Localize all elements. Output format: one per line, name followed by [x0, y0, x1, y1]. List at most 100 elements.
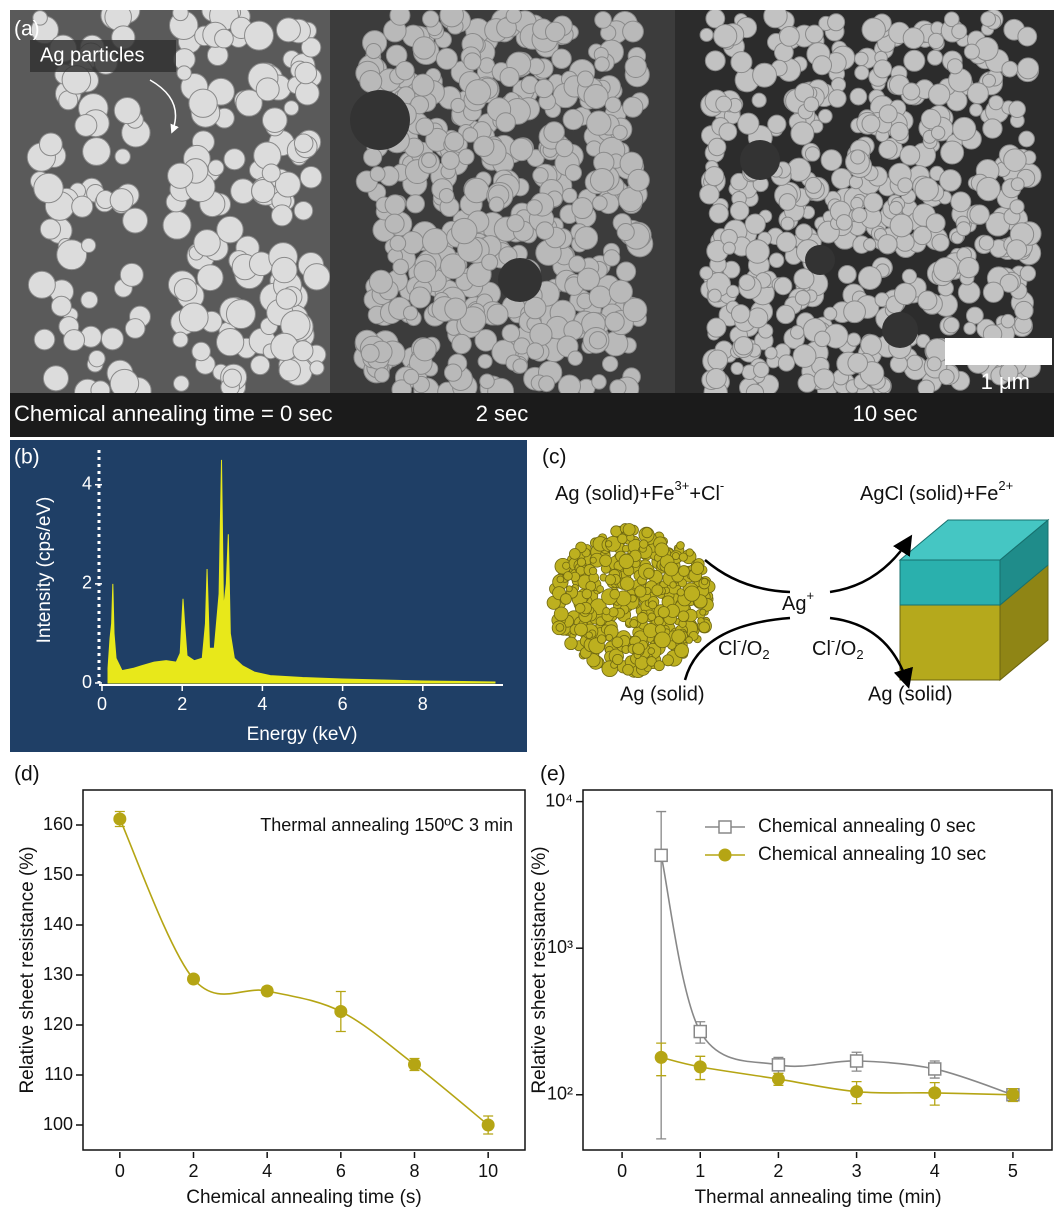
sem-grain	[445, 298, 467, 320]
sem-grain	[705, 51, 725, 71]
sem-grain	[595, 57, 610, 72]
sem-grain	[482, 254, 498, 270]
ag-sphere	[655, 543, 669, 557]
x-axis-label: Chemical annealing time (s)	[186, 1187, 422, 1208]
sem-grain	[51, 296, 71, 316]
sem-grain	[533, 168, 548, 183]
x-tick-label: 4	[930, 1161, 940, 1181]
sem-grain	[360, 70, 382, 92]
ag-sphere	[652, 585, 663, 596]
y-tick-label: 160	[43, 814, 73, 834]
sem-grain	[605, 97, 620, 112]
sem-grain	[496, 113, 515, 132]
x-tick-label: 0	[115, 1161, 125, 1181]
sem-grain	[593, 196, 608, 211]
sem-grain	[34, 329, 55, 350]
panel-label: (a)	[14, 18, 40, 41]
sem-grain	[89, 350, 105, 366]
sem-grain	[851, 150, 865, 164]
x-tick-label: 8	[418, 694, 428, 714]
marker	[851, 1055, 863, 1067]
ag-sphere	[672, 630, 686, 644]
sem-grain	[1002, 61, 1018, 77]
sem-grain	[804, 97, 819, 112]
sem-grain	[824, 307, 837, 320]
sem-grain	[852, 208, 867, 223]
sem-grain	[723, 242, 735, 254]
sem-grain	[34, 173, 63, 202]
ag-sphere	[575, 603, 585, 613]
sem-grain	[879, 105, 897, 123]
marker	[655, 1051, 668, 1064]
sem-grain	[366, 44, 381, 59]
sem-grain	[304, 264, 330, 290]
legend-marker	[719, 821, 731, 833]
sem-grain	[981, 12, 996, 27]
sem-grain	[565, 165, 581, 181]
ag-sphere	[575, 623, 588, 636]
sem-grain	[251, 356, 270, 375]
marker	[482, 1119, 495, 1132]
sem-grain	[276, 289, 297, 310]
x-tick-label: 2	[177, 694, 187, 714]
sem-grain	[719, 123, 737, 141]
ag-sphere	[618, 534, 628, 544]
ag-sphere	[637, 612, 648, 623]
ag-sphere	[566, 586, 572, 592]
x-tick-label: 10	[478, 1161, 498, 1181]
sem-pore	[882, 312, 918, 348]
sem-grain	[753, 63, 777, 87]
y-axis-label: Intensity (cps/eV)	[34, 497, 55, 644]
ag-sphere	[630, 619, 638, 627]
sem-grain	[370, 167, 385, 182]
sem-grain	[745, 214, 765, 234]
sem-grain	[625, 56, 646, 77]
ag-sphere	[677, 542, 685, 550]
sem-grain	[81, 292, 98, 309]
sem-grain	[293, 341, 313, 361]
sem-grain	[556, 139, 573, 156]
sem-grain	[983, 74, 996, 87]
sem-grain	[727, 285, 739, 297]
x-tick-label: 6	[336, 1161, 346, 1181]
sem-grain	[75, 114, 97, 136]
sem-grain	[114, 97, 140, 123]
ag-sphere	[623, 523, 635, 535]
arrow	[830, 538, 910, 592]
sem-grain	[777, 232, 797, 252]
sem-grain	[83, 138, 111, 166]
sem-grain	[708, 350, 728, 370]
sem-grain	[174, 279, 197, 302]
sem-grain	[926, 214, 945, 233]
scale-label: 1 μm	[981, 369, 1030, 394]
sem-grain	[412, 74, 434, 96]
sem-grain	[177, 66, 191, 80]
marker	[187, 973, 200, 986]
sem-grain	[403, 306, 417, 320]
scale-bar	[945, 338, 1052, 365]
sem-grain	[589, 286, 611, 308]
annotation: Thermal annealing 150ºC 3 min	[260, 815, 513, 835]
sem-grain	[28, 271, 55, 298]
sem-grain	[878, 235, 897, 254]
sem-grain	[262, 164, 280, 182]
sem-grain	[502, 324, 519, 341]
x-axis-label: Thermal annealing time (min)	[694, 1187, 941, 1208]
marker	[408, 1058, 421, 1071]
sem-grain	[623, 21, 644, 42]
sem-grain	[754, 362, 769, 377]
sem-grain	[569, 256, 585, 272]
cube-agcl-front	[900, 560, 1000, 605]
sem-grain	[279, 360, 300, 381]
sem-grain	[226, 300, 255, 329]
sem-grain	[173, 332, 188, 347]
sem-grain	[1015, 301, 1033, 319]
ag-sphere	[556, 624, 564, 632]
sem-grain	[874, 60, 892, 78]
sem-grain	[966, 307, 983, 324]
sem-grain	[552, 49, 571, 68]
sem-grain	[939, 369, 954, 384]
sem-grain	[173, 5, 189, 21]
sem-grain	[798, 374, 816, 392]
sem-grain	[848, 353, 868, 373]
